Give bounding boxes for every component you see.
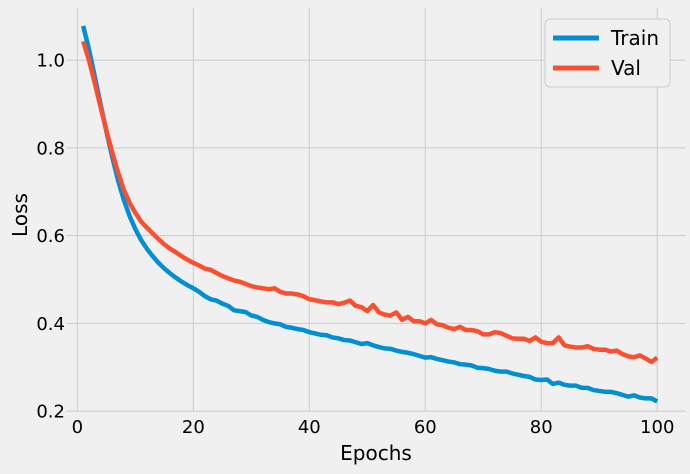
legend-label-val: Val xyxy=(611,56,641,80)
x-tick-label: 60 xyxy=(414,417,437,438)
x-tick-labels: 0 20 40 60 80 100 xyxy=(72,417,675,438)
x-axis-label: Epochs xyxy=(340,441,412,465)
y-tick-label: 1.0 xyxy=(36,51,65,72)
y-tick-label: 0.6 xyxy=(36,226,65,247)
y-axis-label: Loss xyxy=(8,193,32,237)
y-tick-label: 0.2 xyxy=(36,402,65,423)
x-tick-label: 40 xyxy=(298,417,321,438)
series-line-val xyxy=(81,40,659,365)
y-tick-label: 0.8 xyxy=(36,138,65,159)
legend-label-train: Train xyxy=(610,26,659,50)
y-tick-label: 0.4 xyxy=(36,314,65,335)
x-tick-label: 80 xyxy=(530,417,553,438)
x-tick-label: 20 xyxy=(182,417,205,438)
series-line-train xyxy=(80,25,659,404)
y-tick-labels: 0.2 0.4 0.6 0.8 1.0 xyxy=(36,51,65,423)
series-layer xyxy=(80,25,659,404)
x-tick-label: 100 xyxy=(640,417,674,438)
x-tick-label: 0 xyxy=(72,417,83,438)
legend: Train Val xyxy=(544,18,671,88)
